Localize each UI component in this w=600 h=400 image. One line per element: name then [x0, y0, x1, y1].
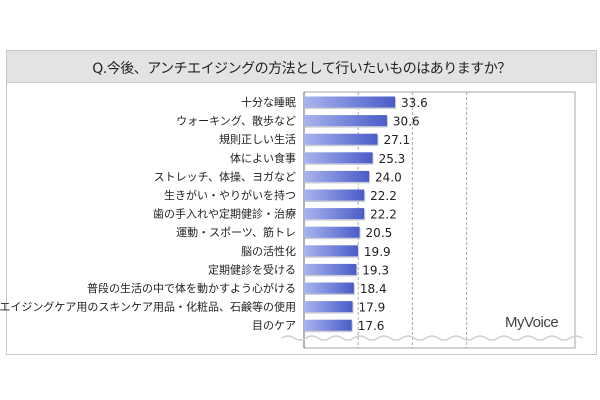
- category-label: 目のケア: [252, 319, 296, 332]
- category-label: ストレッチ、体操、ヨガなど: [154, 169, 296, 183]
- bar: [304, 189, 365, 201]
- value-label: 22.2: [370, 208, 397, 222]
- category-label: 脳の活性化: [241, 244, 296, 258]
- chart-frame: Q.今後、アンチエイジングの方法として行いたいものはありますか？: [6, 50, 597, 355]
- bar: [304, 319, 352, 331]
- category-label: 運動・スポーツ、筋トレ: [176, 225, 296, 239]
- value-label: 22.2: [370, 189, 397, 203]
- category-label: ウォーキング、散歩など: [176, 114, 296, 128]
- bar: [304, 115, 387, 127]
- value-label: 19.9: [364, 245, 391, 259]
- value-label: 17.9: [359, 301, 386, 315]
- category-label: 十分な睡眠: [241, 95, 296, 109]
- value-label: 19.3: [362, 263, 389, 277]
- bar: [304, 96, 396, 108]
- bar: [304, 282, 354, 294]
- bar: [304, 152, 373, 164]
- bar: [304, 208, 365, 220]
- bar: [304, 263, 357, 275]
- category-label: 歯の手入れや定期健診・治療: [153, 207, 296, 221]
- chart-title: Q.今後、アンチエイジングの方法として行いたいものはありますか？: [92, 61, 511, 77]
- axis-break-wave: [281, 335, 583, 341]
- value-label: 17.6: [358, 319, 385, 333]
- chart-header: Q.今後、アンチエイジングの方法として行いたいものはありますか？: [7, 51, 596, 83]
- value-label: 27.1: [383, 133, 410, 147]
- bar: [304, 245, 358, 257]
- value-label: 33.6: [401, 96, 428, 110]
- category-label: 普段の生活の中で体を動かすよう心がける: [87, 281, 296, 295]
- category-label: 体によい食事: [230, 151, 296, 165]
- category-label: 生きがい・やりがいを持つ: [164, 188, 296, 202]
- category-label: 規則正しい生活: [219, 132, 296, 146]
- myvoice-logo: MyVoice: [505, 314, 559, 331]
- value-label: 30.6: [393, 115, 420, 129]
- bar: [304, 133, 378, 145]
- value-label: 24.0: [375, 170, 402, 184]
- category-label: 定期健診を受ける: [208, 262, 296, 276]
- bar: [304, 170, 370, 182]
- bar: [304, 301, 353, 313]
- bar: [304, 226, 360, 238]
- category-label: エイジングケア用のスキンケア用品・化粧品、石鹸等の使用: [0, 300, 296, 314]
- value-label: 18.4: [360, 282, 387, 296]
- value-label: 25.3: [379, 152, 406, 166]
- value-label: 20.5: [366, 226, 393, 240]
